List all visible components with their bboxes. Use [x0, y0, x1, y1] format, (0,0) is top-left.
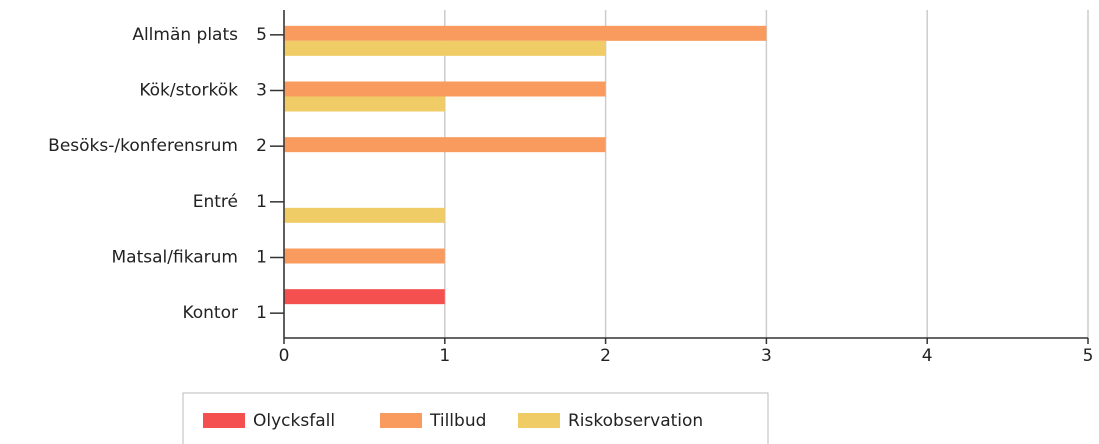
- legend-label: Tillbud: [429, 411, 486, 431]
- total-label: 5: [256, 25, 267, 45]
- x-tick-label: 2: [600, 346, 611, 366]
- legend-box: [182, 392, 769, 444]
- x-tick-label: 3: [761, 346, 772, 366]
- legend-swatch: [380, 413, 422, 428]
- x-tick-label: 4: [922, 346, 933, 366]
- legend-label: Olycksfall: [253, 411, 335, 431]
- bar: [284, 25, 767, 41]
- y-tick-label: Kontor: [182, 303, 238, 323]
- y-tick-label: Besöks-/konferensrum: [48, 136, 238, 156]
- y-tick-label: Matsal/fikarum: [112, 248, 238, 268]
- bar: [284, 40, 606, 56]
- x-tick-label: 1: [439, 346, 450, 366]
- y-tick-label: Entré: [193, 192, 238, 212]
- total-label: 2: [256, 136, 267, 156]
- total-label: 1: [256, 192, 267, 212]
- bar: [284, 81, 606, 97]
- x-tick-label: 5: [1083, 346, 1094, 366]
- legend-swatch: [518, 413, 560, 428]
- total-label: 1: [256, 303, 267, 323]
- bar: [284, 289, 445, 305]
- total-label: 1: [256, 248, 267, 268]
- bar: [284, 248, 445, 264]
- bar: [284, 207, 445, 223]
- total-label: 3: [256, 81, 267, 101]
- bar: [284, 137, 606, 153]
- y-tick-label: Allmän plats: [132, 25, 238, 45]
- bar: [284, 96, 445, 112]
- y-tick-label: Kök/storkök: [139, 81, 238, 101]
- legend-label: Riskobservation: [568, 411, 703, 431]
- x-tick-label: 0: [279, 346, 290, 366]
- legend-swatch: [203, 413, 245, 428]
